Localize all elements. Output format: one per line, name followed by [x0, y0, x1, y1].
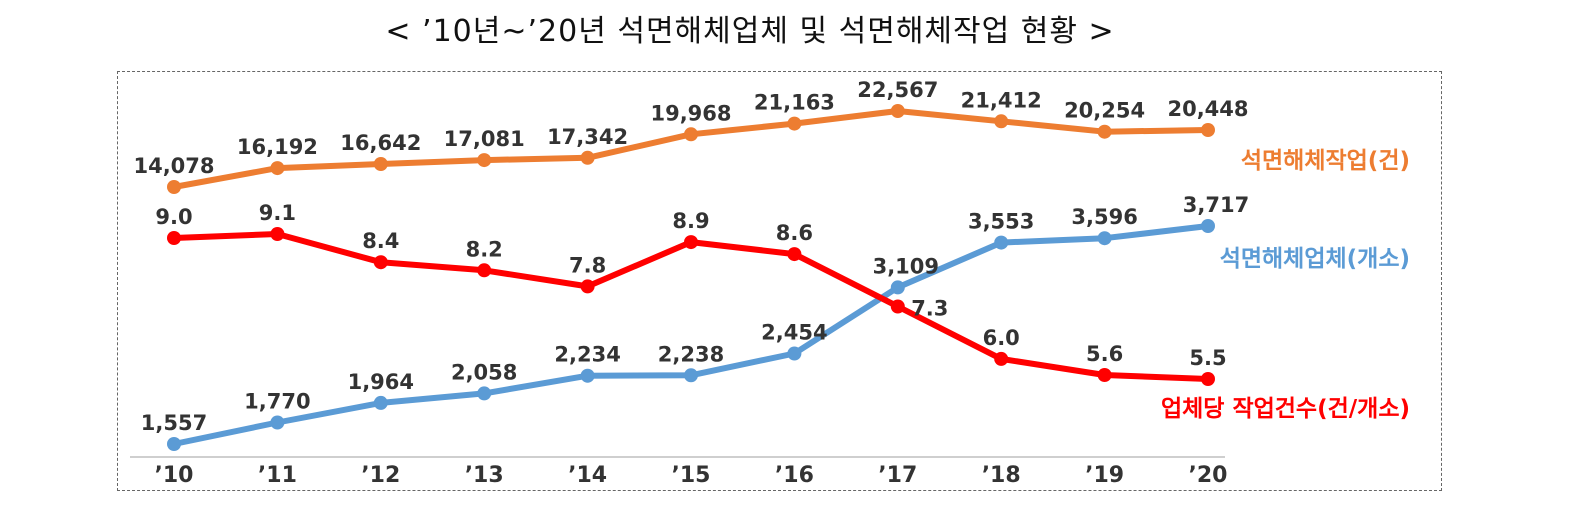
data-label: 1,557	[141, 411, 207, 435]
data-point	[994, 114, 1009, 129]
data-label: 1,964	[348, 370, 414, 394]
data-point	[890, 280, 905, 295]
x-tick-label: ’15	[672, 463, 711, 488]
series-name-label: 석면해체작업(건)	[1241, 148, 1410, 174]
x-tick-label: ’12	[361, 463, 400, 488]
data-label: 16,642	[340, 131, 421, 155]
data-point	[270, 415, 285, 430]
x-tick-label: ’11	[258, 463, 297, 488]
data-point	[580, 368, 595, 383]
data-point	[1097, 231, 1112, 246]
data-label: 16,192	[237, 135, 318, 159]
data-label: 19,968	[650, 101, 731, 125]
data-label: 5.5	[1189, 346, 1226, 370]
plot-area-frame	[117, 71, 1442, 491]
data-label: 3,596	[1071, 205, 1137, 229]
data-label: 5.6	[1086, 342, 1123, 366]
data-point	[477, 153, 492, 168]
data-label: 9.1	[259, 201, 296, 225]
data-label: 21,412	[961, 88, 1042, 112]
data-label: 9.0	[155, 205, 192, 229]
x-tick-label: ’13	[465, 463, 504, 488]
series-line	[171, 223, 1211, 447]
data-label: 6.0	[983, 326, 1020, 350]
series-name-label: 업체당 작업건수(건/개소)	[1161, 396, 1410, 422]
data-point	[994, 235, 1009, 250]
series-name-label: 석면해체업체(개소)	[1220, 246, 1410, 272]
data-label: 8.2	[466, 237, 503, 261]
data-point	[270, 227, 285, 241]
data-label: 17,081	[444, 127, 525, 151]
data-point	[167, 180, 181, 194]
data-point	[890, 299, 905, 314]
data-point	[477, 263, 492, 278]
data-label: 14,078	[133, 154, 214, 178]
data-label: 2,234	[554, 343, 620, 367]
data-point	[270, 161, 285, 176]
x-tick-label: ’18	[982, 463, 1021, 488]
data-point	[167, 437, 181, 451]
data-label: 2,238	[658, 342, 724, 366]
data-point	[1097, 368, 1112, 382]
data-label: 1,770	[244, 390, 310, 414]
data-point	[373, 157, 388, 171]
data-point	[1201, 123, 1215, 137]
data-label: 22,567	[857, 78, 938, 102]
data-point	[477, 386, 492, 401]
data-label: 2,058	[451, 360, 517, 384]
x-tick-label: ’10	[155, 463, 194, 488]
data-point	[373, 255, 388, 270]
data-label: 21,163	[754, 91, 835, 115]
data-label: 8.9	[672, 209, 709, 233]
data-label: 20,254	[1064, 99, 1145, 123]
data-label: 2,454	[761, 320, 827, 344]
data-point	[787, 116, 802, 131]
data-label: 20,448	[1167, 97, 1248, 121]
data-label: 8.6	[776, 221, 813, 245]
data-label: 3,109	[873, 254, 939, 278]
data-label: 8.4	[362, 229, 399, 253]
data-point	[167, 231, 181, 245]
data-point	[994, 351, 1009, 366]
data-point	[580, 279, 595, 294]
data-label: 7.8	[569, 253, 606, 277]
x-tick-label: ’14	[568, 463, 607, 488]
data-point	[684, 368, 698, 383]
data-point	[890, 104, 905, 118]
data-label: 17,342	[547, 125, 628, 149]
x-tick-label: ’16	[775, 463, 814, 488]
data-label: 3,717	[1183, 193, 1249, 217]
data-point	[1201, 219, 1215, 233]
data-point	[787, 247, 802, 262]
data-point	[787, 346, 802, 361]
data-point	[373, 395, 388, 410]
data-label: 7.3	[911, 297, 948, 321]
data-point	[684, 235, 698, 250]
x-tick-label: ’20	[1189, 463, 1228, 488]
x-tick-label: ’19	[1085, 463, 1124, 488]
data-label: 3,553	[968, 210, 1034, 234]
chart-title: < ’10년~’20년 석면해체업체 및 석면해체작업 현황 >	[385, 14, 1115, 49]
data-point	[1097, 124, 1112, 139]
x-tick-label: ’17	[878, 463, 917, 488]
data-point	[580, 150, 595, 165]
data-point	[1201, 372, 1215, 386]
data-point	[684, 127, 698, 142]
